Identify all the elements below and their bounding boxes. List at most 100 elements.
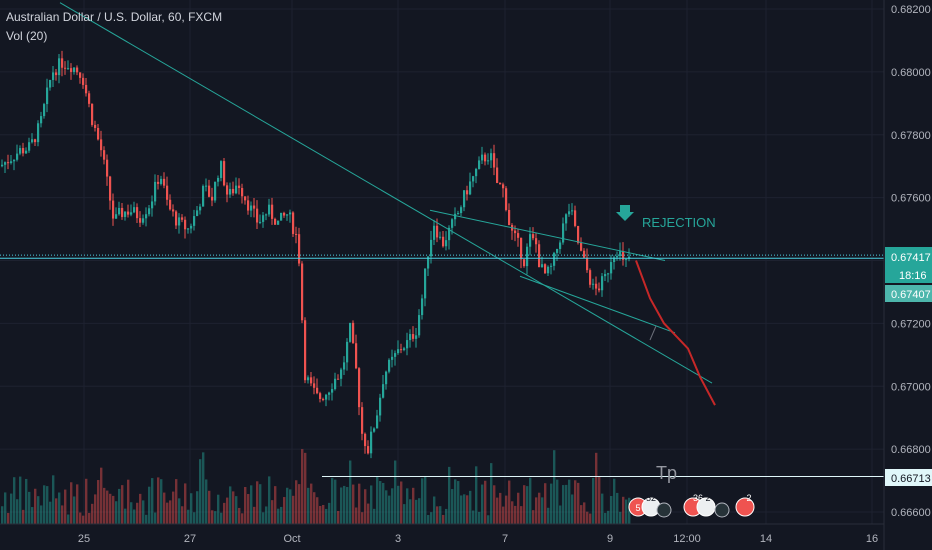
candle-body xyxy=(439,236,442,238)
candle-body xyxy=(559,242,562,249)
volume-bar xyxy=(226,497,229,524)
volume-bar xyxy=(304,452,307,524)
volume-bar xyxy=(283,497,286,524)
trendline[interactable] xyxy=(59,2,713,384)
candle-body xyxy=(7,162,10,164)
y-tick-label: 0.67800 xyxy=(891,130,931,142)
event-icons[interactable]: 5 52 36 2 2 xyxy=(628,493,755,518)
candle-body xyxy=(265,214,268,216)
volume-bar xyxy=(130,502,133,524)
x-tick-label: 7 xyxy=(502,533,508,545)
volume-bar xyxy=(16,499,19,524)
volume-bar xyxy=(19,476,22,524)
volume-bar xyxy=(313,492,316,524)
trendline[interactable] xyxy=(429,209,666,261)
volume-bar xyxy=(499,492,502,524)
candle-body xyxy=(196,210,199,217)
volume-bar xyxy=(91,503,94,524)
flag-icon[interactable]: 5 xyxy=(628,497,648,517)
volume-bar xyxy=(469,490,472,524)
flag-icon[interactable]: 2 xyxy=(696,493,716,517)
volume-bar xyxy=(295,480,298,524)
volume-bar xyxy=(181,506,184,524)
y-tick-label: 0.67600 xyxy=(891,193,931,205)
volume-bar xyxy=(553,450,556,524)
volume-bar xyxy=(52,475,55,524)
candle-body xyxy=(247,200,250,211)
volume-bar xyxy=(277,508,280,524)
volume-bar xyxy=(430,512,433,524)
candle-body xyxy=(451,219,454,228)
candle-body xyxy=(217,177,220,182)
volume-bar xyxy=(265,506,268,524)
candle-body xyxy=(412,334,415,339)
volume-bar xyxy=(616,492,619,524)
volume-bar xyxy=(397,485,400,524)
trendline[interactable] xyxy=(519,275,676,334)
candle-body xyxy=(607,273,610,275)
volume-bar xyxy=(526,486,529,524)
candle-body xyxy=(589,270,592,285)
volume-bar xyxy=(85,478,88,524)
candle-body xyxy=(487,160,490,162)
candle-body xyxy=(475,168,478,177)
candle-body xyxy=(553,252,556,266)
volume-bar xyxy=(358,483,361,524)
volume-bar xyxy=(112,495,115,524)
candle-body xyxy=(232,188,235,194)
volume-bar xyxy=(193,512,196,524)
volume-bar xyxy=(355,507,358,524)
volume-bar xyxy=(217,494,220,524)
svg-text:52: 52 xyxy=(646,493,656,503)
volume-bar xyxy=(241,513,244,524)
volume-bar xyxy=(37,496,40,524)
volume-bar xyxy=(58,492,61,524)
volume-bar xyxy=(472,510,475,524)
volume-bar xyxy=(331,477,334,524)
volume-bar xyxy=(628,497,631,524)
candle-body xyxy=(31,139,34,143)
candle-body xyxy=(25,150,28,154)
candle-body xyxy=(574,210,577,226)
candle-body xyxy=(277,220,280,225)
candle-body xyxy=(274,218,277,225)
volume-bar xyxy=(73,496,76,524)
candle-body xyxy=(337,378,340,380)
flag-icon[interactable]: 2 xyxy=(735,493,755,517)
candle-body xyxy=(409,334,412,341)
candle-body xyxy=(55,72,58,76)
globe-icon[interactable] xyxy=(656,502,672,518)
globe-icon[interactable] xyxy=(714,502,730,518)
candles xyxy=(1,50,631,459)
volume-bar xyxy=(223,502,226,524)
volume-bar xyxy=(610,496,613,524)
drawings[interactable] xyxy=(59,2,716,406)
volume-bar xyxy=(10,493,13,524)
volume-bar xyxy=(28,491,31,524)
candle-body xyxy=(37,123,40,143)
volume-bar xyxy=(328,502,331,524)
candle-body xyxy=(40,116,43,124)
volume-bar xyxy=(118,488,121,524)
volume-bar xyxy=(538,492,541,524)
candle-body xyxy=(595,283,598,289)
candle-body xyxy=(469,181,472,195)
volume-bar xyxy=(172,491,175,524)
volume-bar xyxy=(292,495,295,524)
volume-bar xyxy=(262,512,265,524)
grid-lines xyxy=(0,0,884,524)
y-tick-label: 0.68000 xyxy=(891,67,931,79)
candle-body xyxy=(313,383,316,388)
flag-icon[interactable]: 36 xyxy=(683,493,703,517)
candle-body xyxy=(520,237,523,260)
volume-bar xyxy=(400,481,403,524)
symbol-title[interactable]: Australian Dollar / U.S. Dollar, 60, FXC… xyxy=(6,10,223,24)
candle-body xyxy=(157,181,160,184)
volume-bar xyxy=(334,479,337,524)
x-tick-label: 25 xyxy=(78,533,90,545)
y-tick-label: 0.68200 xyxy=(891,4,931,16)
volume-indicator-label[interactable]: Vol (20) xyxy=(6,29,48,43)
candle-body xyxy=(625,258,628,260)
volume-bar xyxy=(166,502,169,524)
